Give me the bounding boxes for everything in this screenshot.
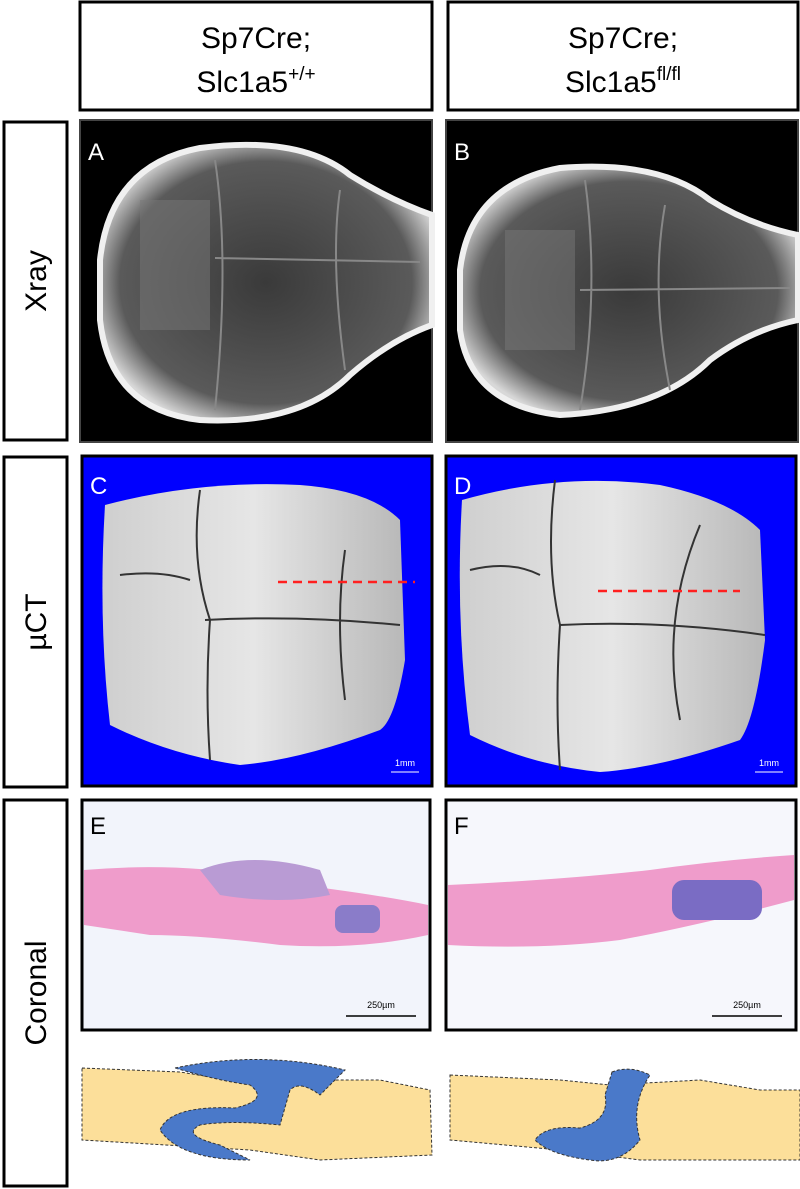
xray-panel: B [445,119,800,443]
column-header: Slc1a5+/+ [196,64,315,99]
panel-letter: E [90,813,106,840]
row-label: Coronal [20,940,53,1045]
column-header: Sp7Cre; [568,22,678,55]
coronal-panel: F 250µm [444,798,798,1032]
row-label: Xray [20,250,53,312]
scale-bar-label: 1mm [759,758,779,768]
row-label-box [2,798,69,1188]
column-header-box [446,0,800,112]
genotype: +/+ [288,64,315,85]
column-header-box [78,0,434,112]
schematic [81,1059,800,1162]
scale-bar-label: 1mm [395,758,415,768]
uct-panel: C 1mm [80,454,434,788]
uct-panel: D 1mm [444,454,798,788]
row-label: µCT [20,593,53,650]
gene: Slc1a5 [565,66,657,99]
coronal-panel: E 250µm [80,798,432,1032]
panel-letter: A [88,139,104,166]
column-header: Slc1a5fl/fl [565,64,681,99]
scale-bar-label: 250µm [367,1000,395,1010]
scale-bar-label: 250µm [733,1000,761,1010]
panel-letter: F [454,813,469,840]
panel-letter: D [454,473,471,500]
xray-panel: A [79,119,435,443]
row-label-box [2,120,69,442]
panel-letter: C [90,473,107,500]
column-header: Sp7Cre; [201,22,311,55]
row-label-box [2,455,69,789]
panel-letter: B [454,139,470,166]
gene: Slc1a5 [196,66,288,99]
genotype: fl/fl [657,64,681,85]
